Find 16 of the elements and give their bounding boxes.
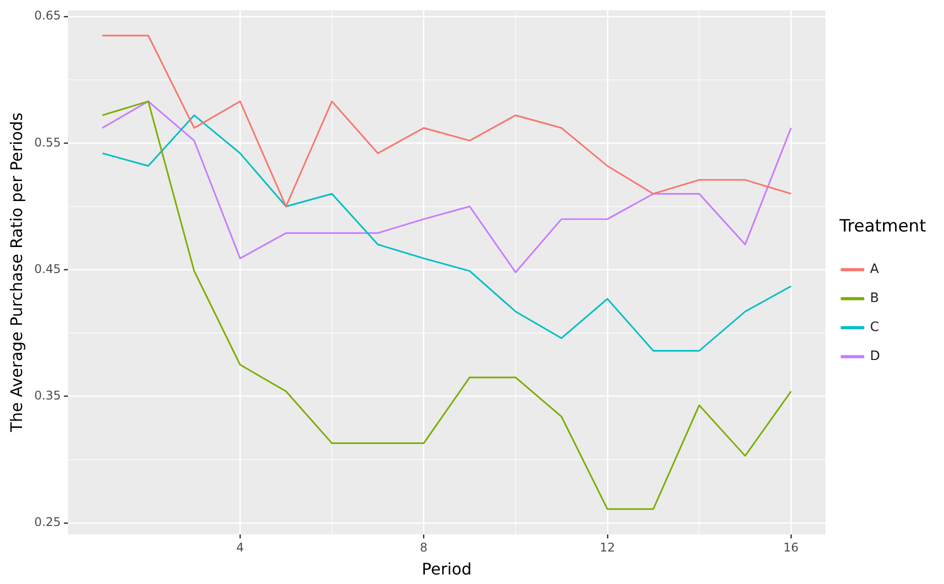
x-tick-label: 16 <box>783 540 799 555</box>
x-axis-title: Period <box>422 560 472 579</box>
y-tick-label: 0.55 <box>34 135 61 150</box>
legend-label: C <box>870 320 880 336</box>
legend-label: B <box>870 291 879 306</box>
y-tick-label: 0.45 <box>34 262 61 276</box>
x-tick-label: 4 <box>236 540 244 555</box>
x-tick-label: 12 <box>600 540 616 555</box>
y-axis-title: The Average Purchase Ratio per Periods <box>6 112 26 434</box>
legend-title: Treatment <box>838 216 926 237</box>
x-tick-label: 8 <box>420 540 428 555</box>
y-tick-label: 0.25 <box>34 515 61 530</box>
y-tick-label: 0.65 <box>34 8 61 23</box>
legend-label: A <box>870 262 879 278</box>
legend-label: D <box>870 349 880 364</box>
y-tick-label: 0.35 <box>34 388 61 403</box>
